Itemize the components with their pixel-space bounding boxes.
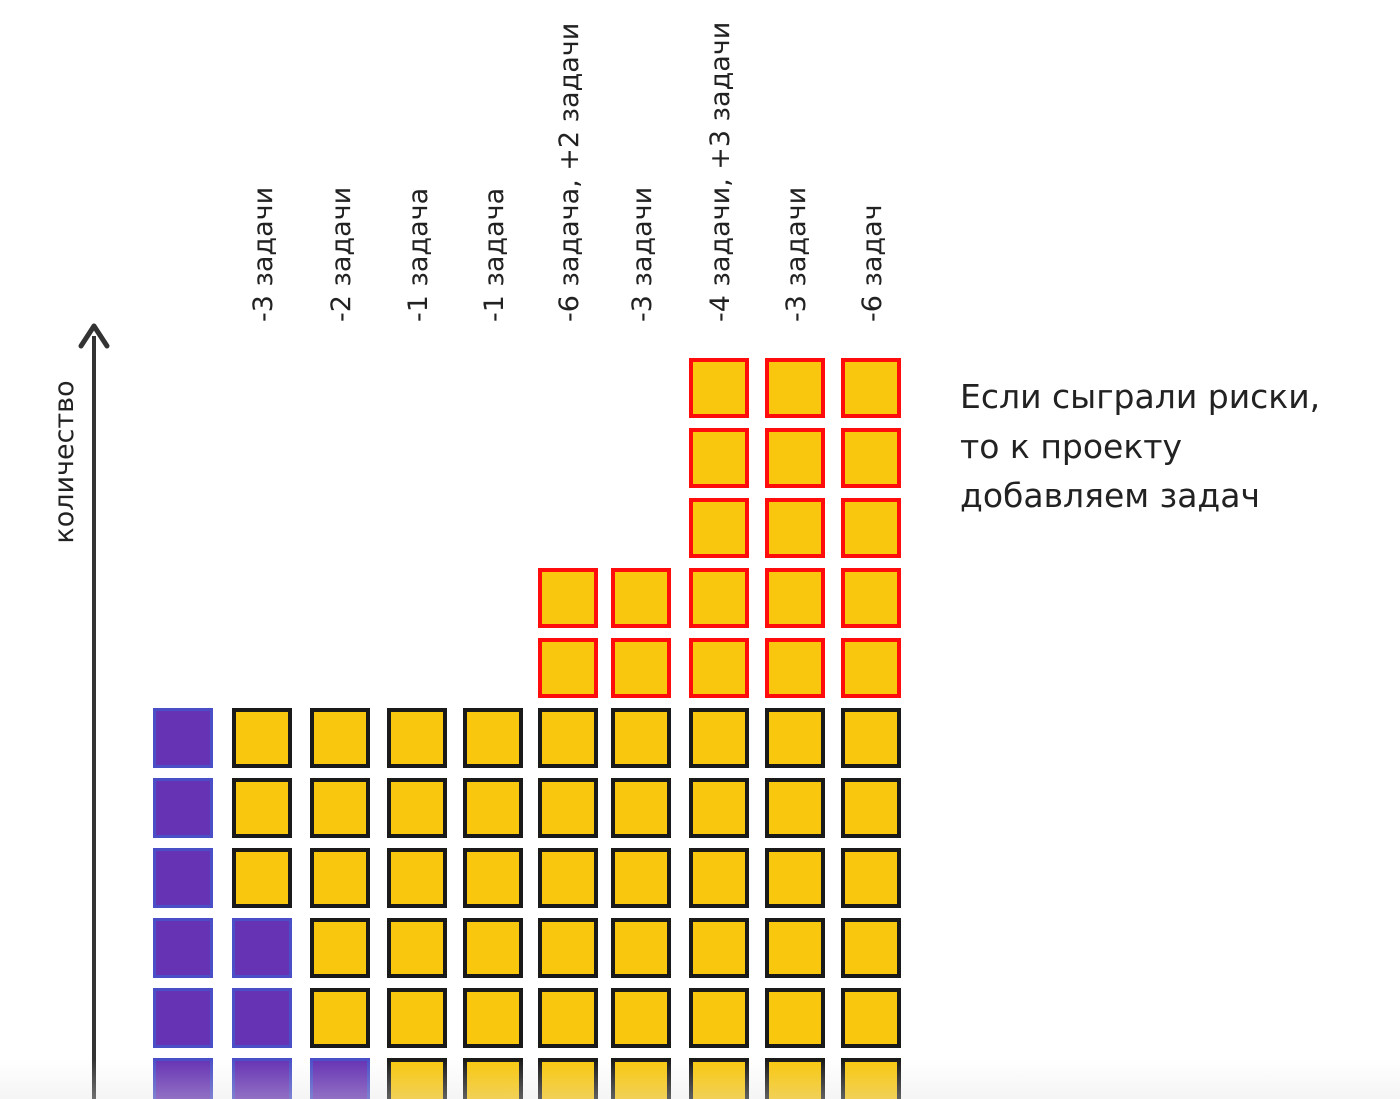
task-cell xyxy=(689,1058,749,1099)
risk-task-cell xyxy=(611,568,671,628)
task-cell xyxy=(310,848,370,908)
task-cell xyxy=(310,778,370,838)
task-cell xyxy=(689,848,749,908)
task-cell xyxy=(689,918,749,978)
task-cell xyxy=(387,848,447,908)
risk-task-cell xyxy=(765,428,825,488)
risk-task-cell xyxy=(841,498,901,558)
task-cell xyxy=(611,918,671,978)
risk-task-cell xyxy=(538,568,598,628)
task-cell xyxy=(611,778,671,838)
done-task-cell xyxy=(310,1058,370,1099)
task-cell xyxy=(765,708,825,768)
task-cell xyxy=(387,918,447,978)
column-label: -1 задача xyxy=(403,188,434,322)
risk-task-cell xyxy=(689,428,749,488)
task-cell xyxy=(765,988,825,1048)
task-cell xyxy=(463,708,523,768)
task-cell xyxy=(538,918,598,978)
task-cell xyxy=(310,708,370,768)
task-cell xyxy=(689,988,749,1048)
task-cell xyxy=(765,1058,825,1099)
task-cell xyxy=(387,1058,447,1099)
risk-task-cell xyxy=(841,428,901,488)
risk-task-cell xyxy=(841,568,901,628)
risk-task-cell xyxy=(765,638,825,698)
column-labels: -3 задачи -2 задачи -1 задача -1 задача -6 з… xyxy=(248,22,888,322)
risk-task-cell xyxy=(689,498,749,558)
risk-note-line-2: то к проекту xyxy=(960,427,1182,466)
risk-task-cell xyxy=(765,498,825,558)
task-cell xyxy=(841,918,901,978)
task-cell xyxy=(611,708,671,768)
task-cell xyxy=(689,708,749,768)
task-cell xyxy=(310,988,370,1048)
task-cell xyxy=(463,988,523,1048)
task-cell xyxy=(765,848,825,908)
risk-note-line-3: добавляем задач xyxy=(960,476,1260,515)
task-cell xyxy=(765,918,825,978)
task-grid xyxy=(153,358,901,1099)
risk-task-cell xyxy=(841,358,901,418)
task-cell xyxy=(841,848,901,908)
task-cell xyxy=(841,778,901,838)
done-task-cell xyxy=(153,918,213,978)
vertical-axis: количество xyxy=(49,323,110,1099)
task-cell xyxy=(538,848,598,908)
task-cell xyxy=(387,778,447,838)
risk-task-cell xyxy=(765,358,825,418)
task-cell xyxy=(232,708,292,768)
risk-note-line-1: Если сыграли риски, xyxy=(960,377,1320,416)
task-cell xyxy=(841,1058,901,1099)
done-task-cell xyxy=(232,1058,292,1099)
axis-label: количество xyxy=(49,380,80,543)
column-label: -1 задача xyxy=(479,188,510,322)
done-task-cell xyxy=(232,988,292,1048)
column-label: -6 задача, +2 задачи xyxy=(554,23,585,322)
task-cell xyxy=(538,1058,598,1099)
task-cell xyxy=(463,778,523,838)
task-cell xyxy=(310,918,370,978)
risk-task-cell xyxy=(689,568,749,628)
column-label: -3 задачи xyxy=(627,187,658,322)
risk-task-cell xyxy=(765,568,825,628)
done-task-cell xyxy=(153,1058,213,1099)
task-cell xyxy=(232,778,292,838)
task-cell xyxy=(387,708,447,768)
task-cell xyxy=(538,988,598,1048)
task-cell xyxy=(538,778,598,838)
task-cell xyxy=(841,708,901,768)
risk-task-cell xyxy=(841,638,901,698)
done-task-cell xyxy=(153,778,213,838)
column-label: -3 задачи xyxy=(781,187,812,322)
risk-task-cell xyxy=(689,358,749,418)
task-cell xyxy=(689,778,749,838)
risk-task-cell xyxy=(538,638,598,698)
task-cell xyxy=(841,988,901,1048)
done-task-cell xyxy=(153,708,213,768)
done-task-cell xyxy=(232,918,292,978)
risk-task-cell xyxy=(611,638,671,698)
column-label: -6 задач xyxy=(857,204,888,322)
task-cell xyxy=(611,988,671,1048)
risk-task-cell xyxy=(689,638,749,698)
column-label: -4 задачи, +3 задачи xyxy=(705,22,736,322)
done-task-cell xyxy=(153,988,213,1048)
done-task-cell xyxy=(153,848,213,908)
task-cell xyxy=(463,848,523,908)
task-cell xyxy=(387,988,447,1048)
column-label: -3 задачи xyxy=(248,187,279,322)
task-cell xyxy=(611,1058,671,1099)
risk-note: Если сыграли риски, то к проекту добавля… xyxy=(960,377,1331,515)
axis-arrow-icon xyxy=(78,323,110,349)
task-cell xyxy=(611,848,671,908)
task-cell xyxy=(232,848,292,908)
task-cell xyxy=(463,918,523,978)
task-cell xyxy=(765,778,825,838)
column-label: -2 задачи xyxy=(326,187,357,322)
task-cell xyxy=(538,708,598,768)
task-cell xyxy=(463,1058,523,1099)
